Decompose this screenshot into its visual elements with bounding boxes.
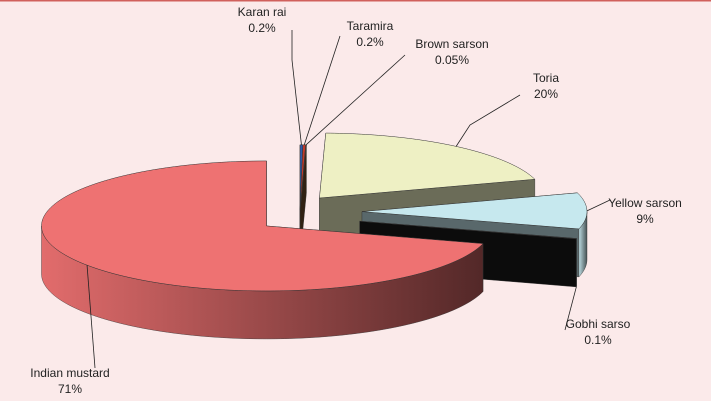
- slice-name: Toria: [533, 71, 559, 85]
- slice-label: Toria 20%: [533, 71, 559, 101]
- slice: [319, 132, 536, 199]
- slice-name: Indian mustard: [30, 366, 109, 380]
- slice-name: Gobhi sarso: [566, 317, 631, 331]
- slice-label: Brown sarson 0.05%: [415, 37, 488, 67]
- leader-line: [303, 35, 341, 145]
- slice-value-label: 9%: [636, 212, 654, 226]
- slice-value-label: 0.2%: [356, 35, 384, 49]
- leader-line: [86, 265, 96, 369]
- slice-name: Karan rai: [238, 5, 287, 19]
- leader-line: [586, 199, 611, 212]
- slice-label: Karan rai 0.2%: [238, 5, 287, 35]
- leader-line: [291, 30, 302, 145]
- leader-line: [455, 94, 521, 147]
- leader-line: [305, 54, 406, 146]
- slice-label: Yellow sarson 9%: [608, 196, 682, 226]
- slice-value-label: 71%: [58, 382, 82, 396]
- slice-value-label: 0.2%: [248, 21, 276, 35]
- slice: [361, 192, 588, 230]
- slice-name: Taramira: [347, 19, 394, 33]
- slice-value-label: 0.05%: [435, 53, 469, 67]
- slice-label: Taramira 0.2%: [347, 19, 394, 49]
- slice-label: Gobhi sarso 0.1%: [566, 317, 631, 347]
- slice-name: Brown sarson: [415, 37, 488, 51]
- slice-name: Yellow sarson: [608, 196, 682, 210]
- leader-line: [564, 286, 577, 331]
- slice-label: Indian mustard 71%: [30, 366, 109, 396]
- slice-value-label: 0.1%: [584, 333, 612, 347]
- slice: [41, 160, 484, 292]
- slice: [359, 220, 578, 240]
- slice-value-label: 20%: [534, 87, 558, 101]
